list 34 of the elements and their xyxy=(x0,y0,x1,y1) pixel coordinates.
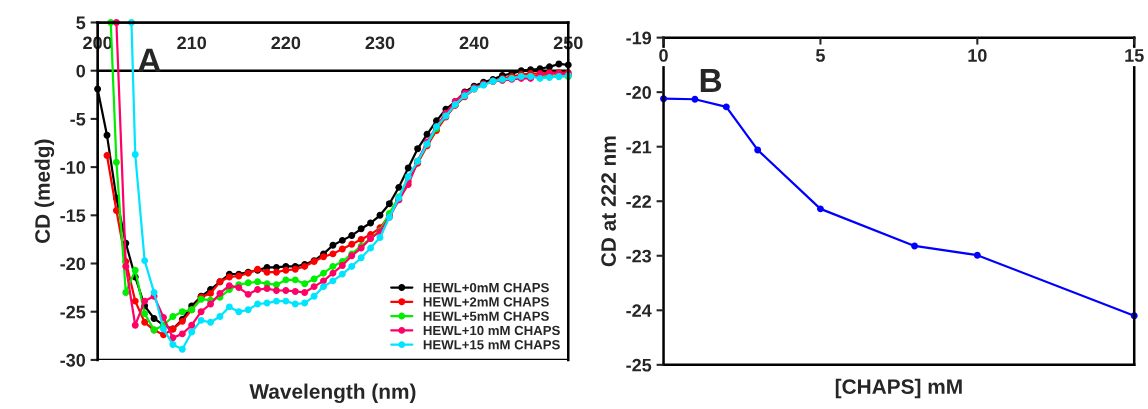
x-tick-label: 5 xyxy=(815,49,825,62)
annotation: B xyxy=(700,69,722,93)
legend-label: HEWL+10 mM CHAPS xyxy=(423,325,560,336)
y-tick-label: 5 xyxy=(76,16,86,30)
y-tick-label: -24 xyxy=(626,304,652,317)
y-tick-label: -30 xyxy=(60,353,86,367)
x-tick-label: 240 xyxy=(459,36,489,50)
x-axis-title: Wavelength (nm) xyxy=(249,383,416,404)
x-tick-label: 15 xyxy=(1125,49,1144,62)
legend-label: HEWL+15 mM CHAPS xyxy=(423,340,560,350)
y-tick-label: -22 xyxy=(626,195,652,208)
y-tick-label: -19 xyxy=(626,31,652,45)
legend-label: HEWL+2mM CHAPS xyxy=(423,297,549,307)
y-tick-label: -15 xyxy=(60,209,86,223)
x-axis-title: [CHAPS] mM xyxy=(835,378,962,399)
x-tick-label: 230 xyxy=(365,36,395,50)
y-tick-label: -21 xyxy=(626,140,652,154)
annotation: A xyxy=(138,48,161,72)
x-tick-label: 10 xyxy=(968,49,987,62)
y-tick-label: -10 xyxy=(60,161,86,174)
y-axis-title: CD at 222 nm xyxy=(601,136,616,267)
y-tick-label: -20 xyxy=(60,257,86,271)
y-tick-label: -5 xyxy=(70,113,86,126)
y-tick-label: -25 xyxy=(60,305,86,319)
x-tick-label: 0 xyxy=(659,49,668,62)
y-axis-title: CD (medg) xyxy=(34,139,55,244)
legend-label: HEWL+5mM CHAPS xyxy=(423,311,549,321)
y-tick-label: -23 xyxy=(626,249,652,263)
x-tick-label: 210 xyxy=(177,36,207,50)
legend-label: HEWL+0mM CHAPS xyxy=(423,282,549,293)
y-tick-label: -20 xyxy=(626,86,651,99)
y-tick-label: -25 xyxy=(626,358,652,372)
x-tick-label: 220 xyxy=(271,36,301,50)
y-tick-label: 0 xyxy=(76,64,86,78)
